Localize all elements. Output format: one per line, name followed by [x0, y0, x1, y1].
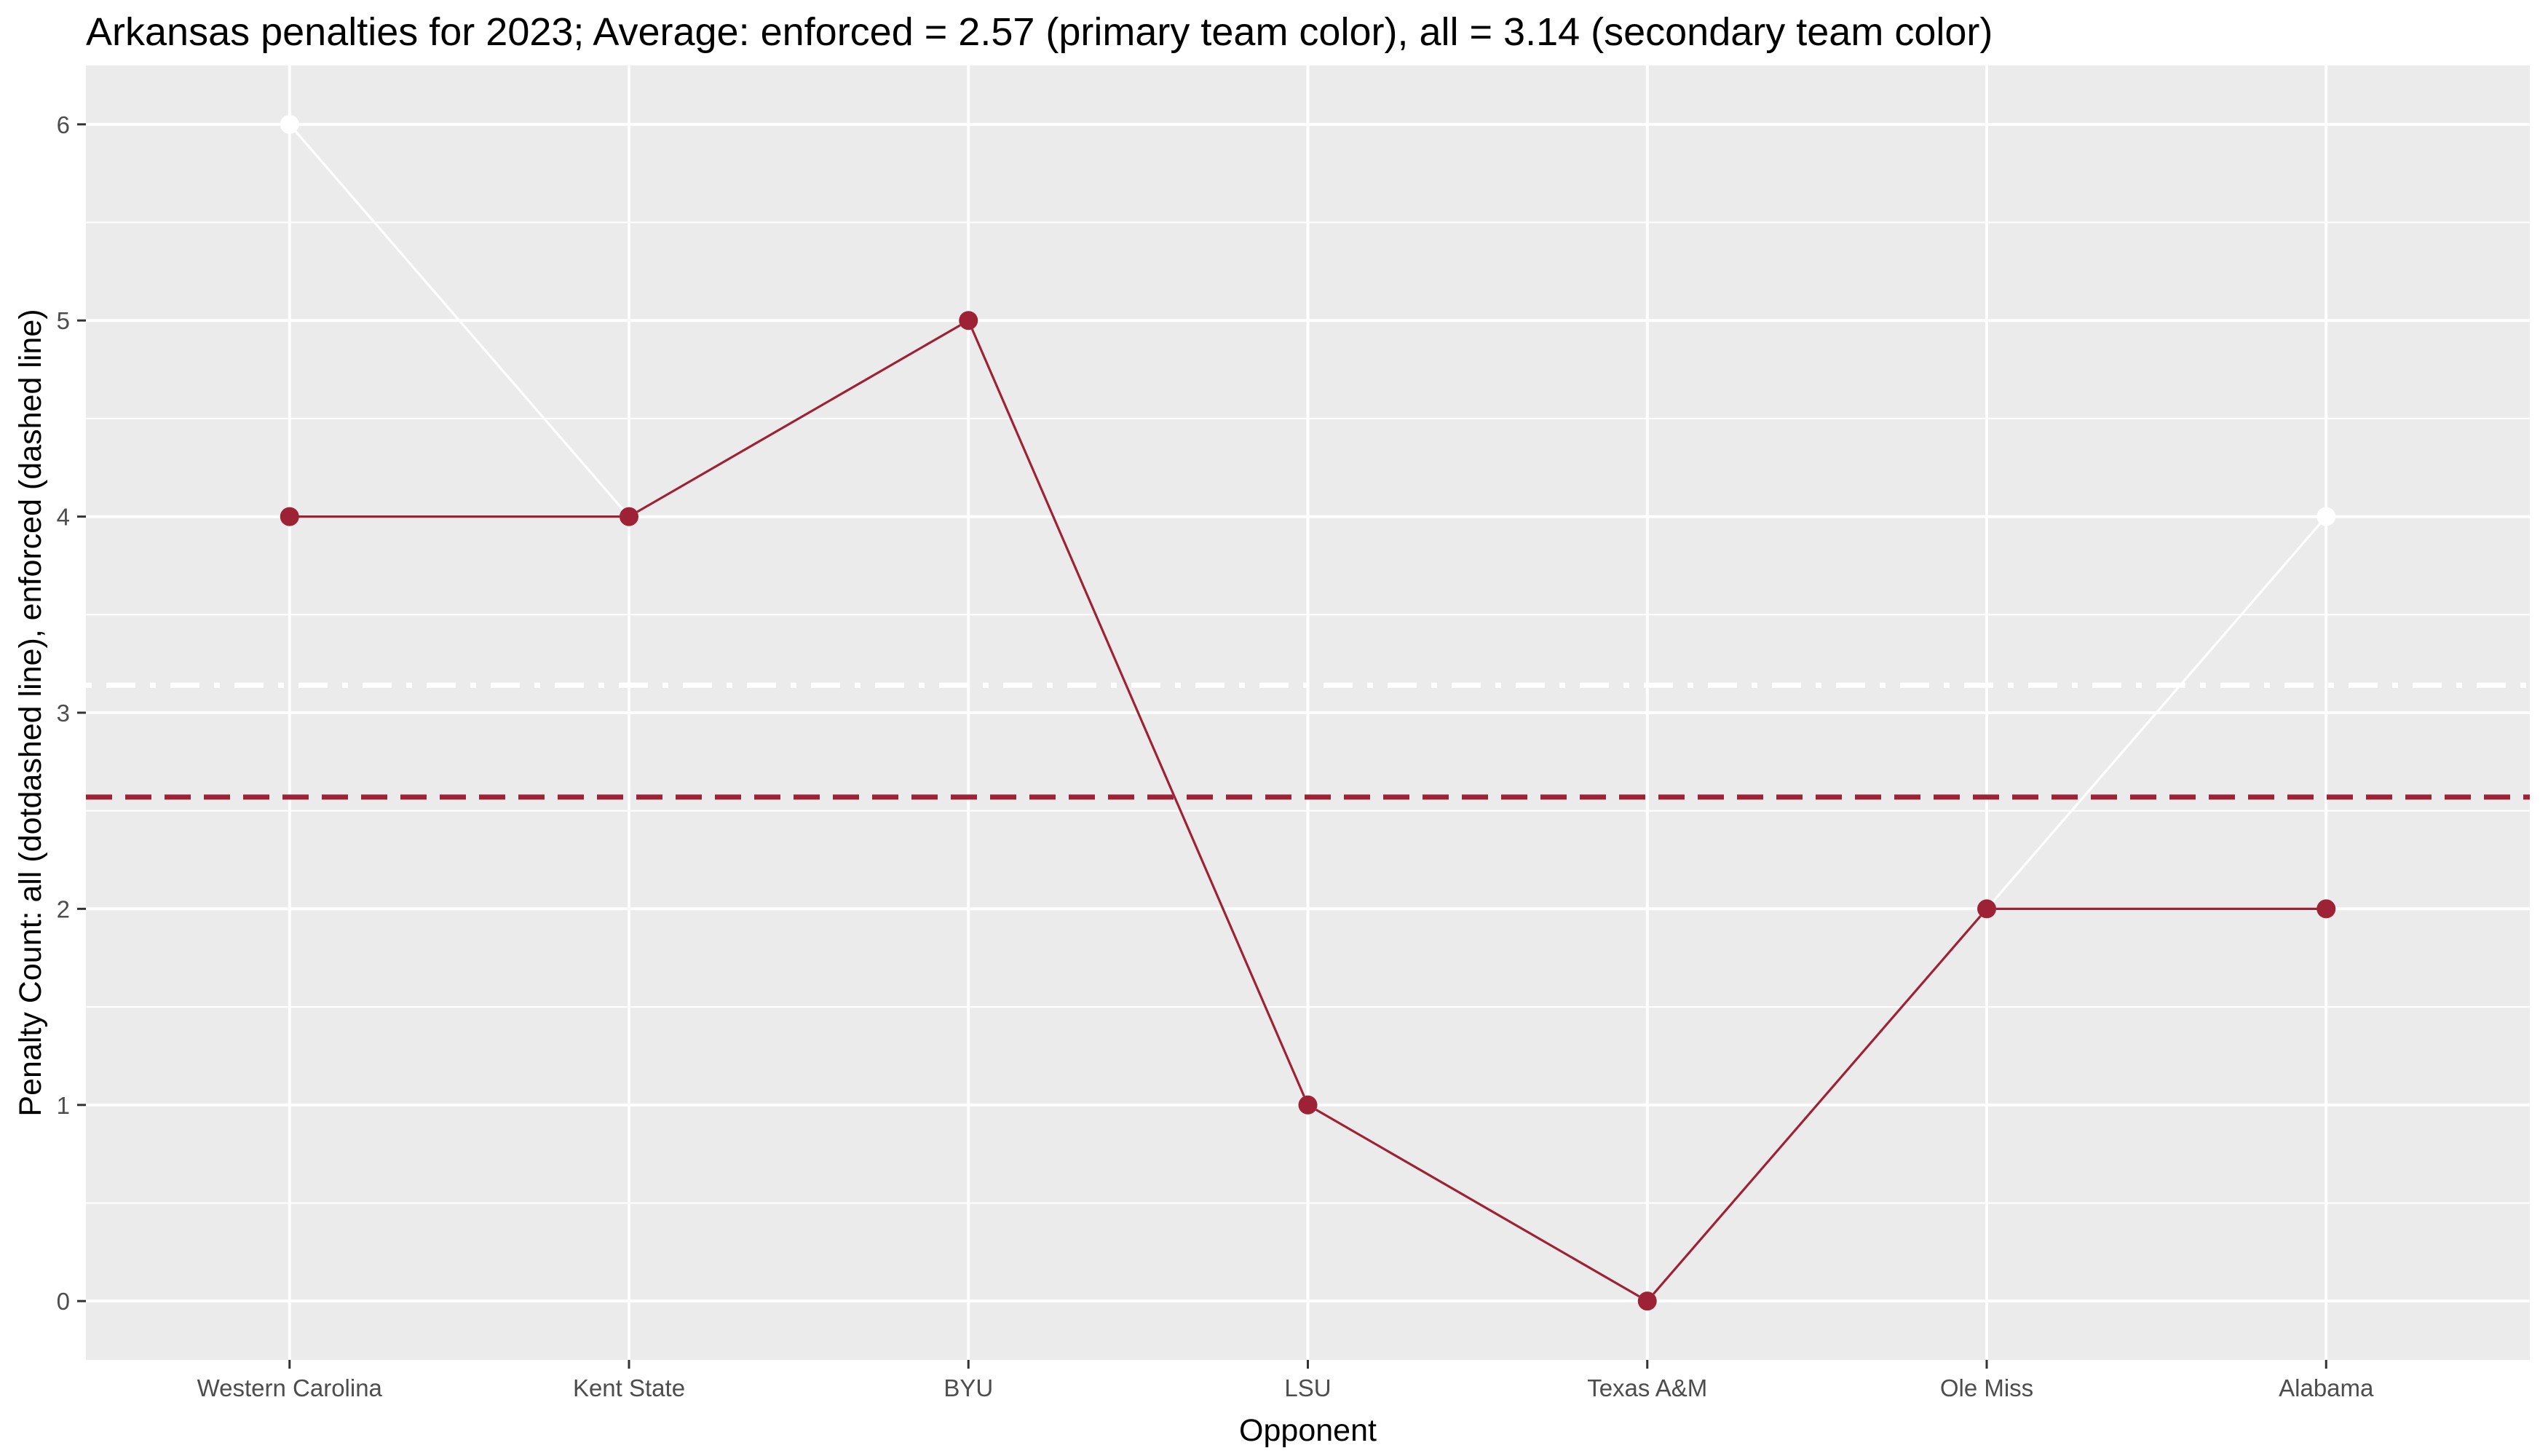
y-axis-tick-labels: 0 1 2 3 4 5 6	[57, 111, 70, 1315]
x-tick-label: BYU	[943, 1374, 993, 1401]
chart-title: Arkansas penalties for 2023; Average: en…	[86, 10, 1993, 54]
series-points	[280, 114, 2336, 1311]
x-tick-label: LSU	[1284, 1374, 1331, 1401]
enforced-point-western-carolina	[280, 507, 299, 526]
x-axis-tick-labels: Western Carolina Kent State BYU LSU Texas A&…	[197, 1374, 2374, 1401]
enforced-point-alabama	[2316, 899, 2336, 919]
axis-ticks	[77, 123, 2327, 1369]
y-tick-label: 6	[57, 111, 70, 138]
enforced-point-kent-state	[620, 507, 638, 526]
y-tick-label: 1	[57, 1092, 70, 1119]
y-tick-label: 3	[57, 700, 70, 727]
y-tick-label: 0	[57, 1288, 70, 1315]
x-tick-label: Ole Miss	[1940, 1374, 2033, 1401]
enforced-point-ole-miss	[1977, 899, 1996, 919]
y-tick-label: 5	[57, 307, 70, 334]
average-reference-lines	[86, 682, 2530, 800]
x-tick-label: Alabama	[2279, 1374, 2374, 1401]
enforced-point-lsu	[1298, 1095, 1318, 1115]
enforced-point-texas-a-m	[1637, 1291, 1657, 1311]
enforced-point-byu	[959, 311, 978, 331]
x-tick-label: Western Carolina	[197, 1374, 383, 1401]
x-axis-title: Opponent	[1239, 1413, 1377, 1448]
x-tick-label: Kent State	[573, 1374, 685, 1401]
y-tick-label: 4	[57, 504, 70, 531]
y-axis-title: Penalty Count: all (dotdashed line), enf…	[13, 309, 48, 1116]
all-point-alabama	[2316, 507, 2336, 526]
all-point-western-carolina	[280, 114, 299, 134]
y-tick-label: 2	[57, 895, 70, 922]
x-tick-label: Texas A&M	[1587, 1374, 1707, 1401]
